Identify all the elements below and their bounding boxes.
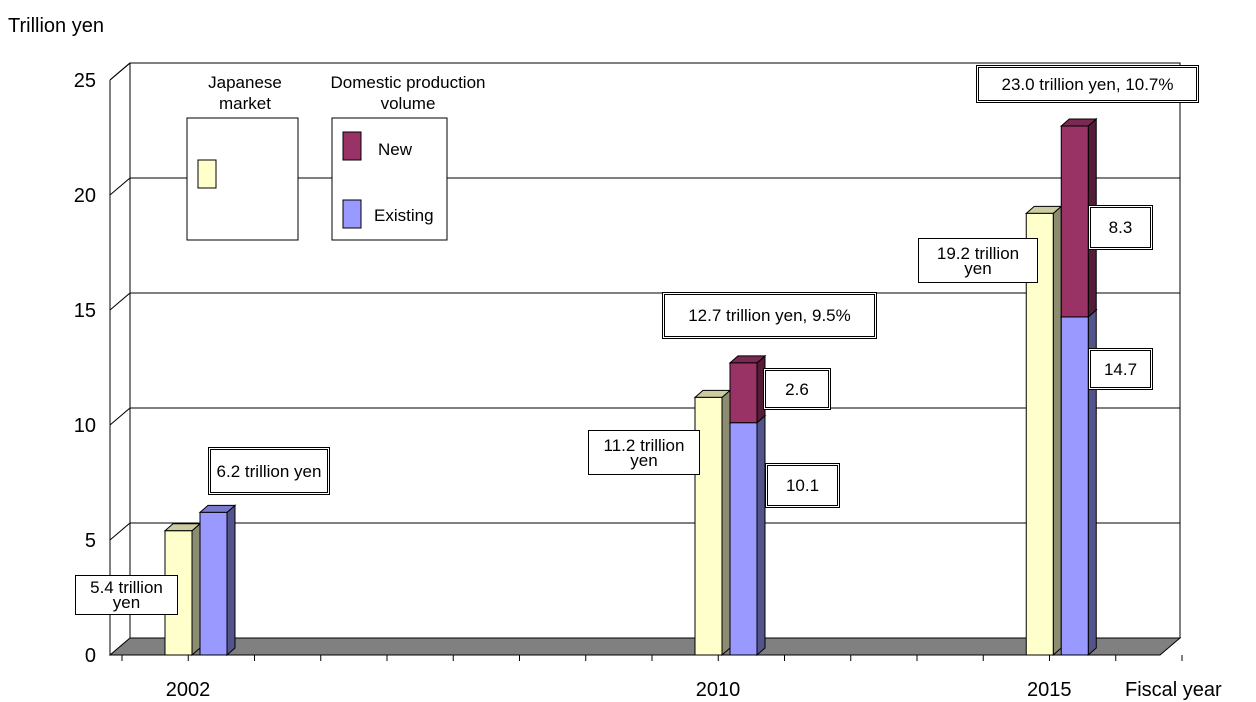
bar xyxy=(729,362,758,424)
x-tick-label: 2002 xyxy=(166,679,211,701)
y-tick-label: 20 xyxy=(74,185,96,207)
floor xyxy=(108,637,1182,656)
grid-line xyxy=(109,522,131,541)
bar-side xyxy=(1052,205,1062,657)
data-label: 10.1 xyxy=(765,463,840,508)
data-label: 19.2 trillion yen xyxy=(918,238,1038,283)
legend-label: New xyxy=(378,140,413,159)
data-label: 2.6 xyxy=(763,368,831,410)
grid-line xyxy=(109,177,131,196)
y-tick-label: 0 xyxy=(85,645,96,667)
x-tick-label: 2010 xyxy=(696,679,741,701)
bar xyxy=(199,511,228,656)
legend-swatch xyxy=(342,131,362,161)
data-label: 12.7 trillion yen, 9.5% xyxy=(662,292,877,339)
legend-label: Existing xyxy=(374,206,434,225)
data-label: 14.7 xyxy=(1088,348,1153,390)
data-label: 6.2 trillion yen xyxy=(208,447,330,495)
bar-side xyxy=(191,522,201,657)
x-tick-label: 2015 xyxy=(1027,679,1072,701)
data-label: 23.0 trillion yen, 10.7% xyxy=(976,65,1199,103)
legend-heading: Domestic production volume xyxy=(330,73,486,113)
grid-line xyxy=(109,407,131,426)
data-label: 8.3 xyxy=(1088,205,1153,250)
y-tick-label: 10 xyxy=(74,415,96,437)
bar xyxy=(1025,212,1054,656)
y-tick-label: 25 xyxy=(74,70,96,92)
y-tick-label: 15 xyxy=(74,300,96,322)
bar xyxy=(1060,316,1089,656)
bar-side xyxy=(756,414,766,657)
data-label: 5.4 trillion yen xyxy=(75,575,178,615)
y-axis-label: Trillion yen xyxy=(8,15,104,37)
x-axis-label: Fiscal year xyxy=(1125,679,1222,701)
grid-line xyxy=(109,292,131,311)
legend-swatch xyxy=(197,159,217,189)
bar-side xyxy=(721,389,731,657)
y-tick-label: 5 xyxy=(85,530,96,552)
data-label: 11.2 trillion yen xyxy=(588,430,700,475)
grid-line xyxy=(109,62,131,81)
legend-swatch xyxy=(342,199,362,229)
bar xyxy=(1060,125,1089,318)
legend-heading: Japanese market xyxy=(208,73,282,113)
bar xyxy=(729,422,758,656)
bar-side xyxy=(226,504,236,657)
